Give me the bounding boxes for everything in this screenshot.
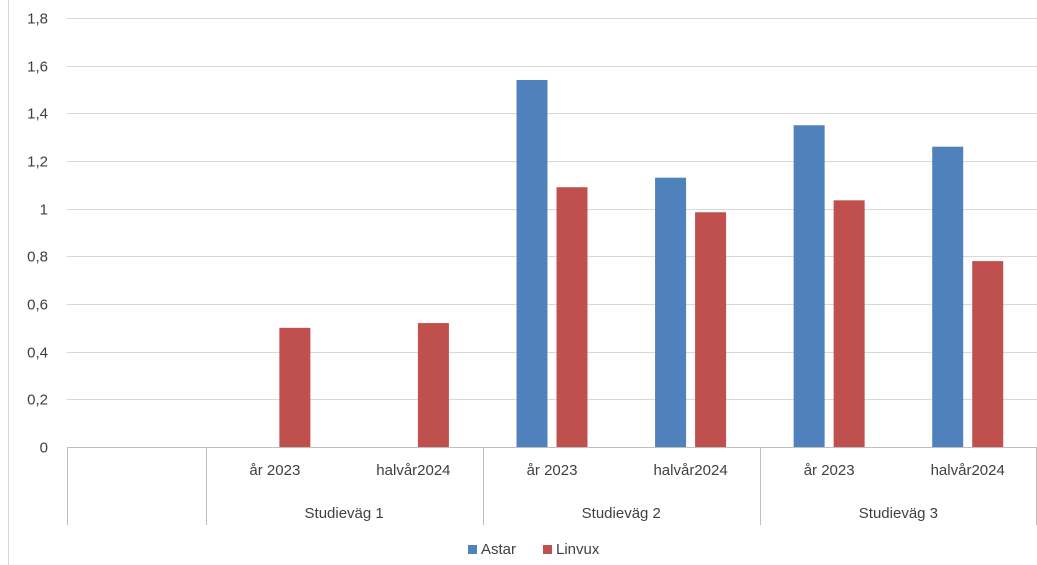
x-category-label: år 2023 bbox=[249, 462, 300, 479]
bar-linvux bbox=[833, 200, 865, 447]
x-category-label: halvår2024 bbox=[376, 462, 450, 479]
bar-astar bbox=[793, 125, 825, 447]
x-category-label: år 2023 bbox=[804, 462, 855, 479]
x-group-label: Studieväg 1 bbox=[305, 505, 384, 522]
bar-astar bbox=[655, 177, 687, 447]
y-tick-label: 0,8 bbox=[27, 249, 48, 266]
x-group-label: Studieväg 2 bbox=[582, 505, 661, 522]
y-tick-label: 1,8 bbox=[27, 11, 48, 28]
x-category-label: år 2023 bbox=[527, 462, 578, 479]
bar-astar bbox=[516, 79, 548, 447]
bar-linvux bbox=[279, 327, 311, 447]
y-tick-label: 1,6 bbox=[27, 59, 48, 76]
x-group-label: Studieväg 3 bbox=[859, 505, 938, 522]
y-tick-label: 0 bbox=[40, 440, 48, 457]
legend-label: Linvux bbox=[556, 541, 600, 558]
y-tick-label: 0,2 bbox=[27, 392, 48, 409]
y-tick-label: 1,4 bbox=[27, 106, 48, 123]
legend-label: Astar bbox=[481, 541, 516, 558]
y-tick-label: 1 bbox=[40, 202, 48, 219]
y-tick-label: 0,6 bbox=[27, 297, 48, 314]
legend-swatch-linvux bbox=[543, 545, 552, 554]
bar-linvux bbox=[972, 261, 1004, 447]
y-tick-label: 0,4 bbox=[27, 345, 48, 362]
x-category-label: halvår2024 bbox=[653, 462, 727, 479]
y-tick-label: 1,2 bbox=[27, 154, 48, 171]
bar-linvux bbox=[556, 187, 588, 447]
bar-linvux bbox=[695, 212, 727, 447]
bar-linvux bbox=[417, 323, 449, 447]
bar-astar bbox=[932, 146, 964, 447]
x-category-label: halvår2024 bbox=[931, 462, 1005, 479]
legend-swatch-astar bbox=[468, 545, 477, 554]
